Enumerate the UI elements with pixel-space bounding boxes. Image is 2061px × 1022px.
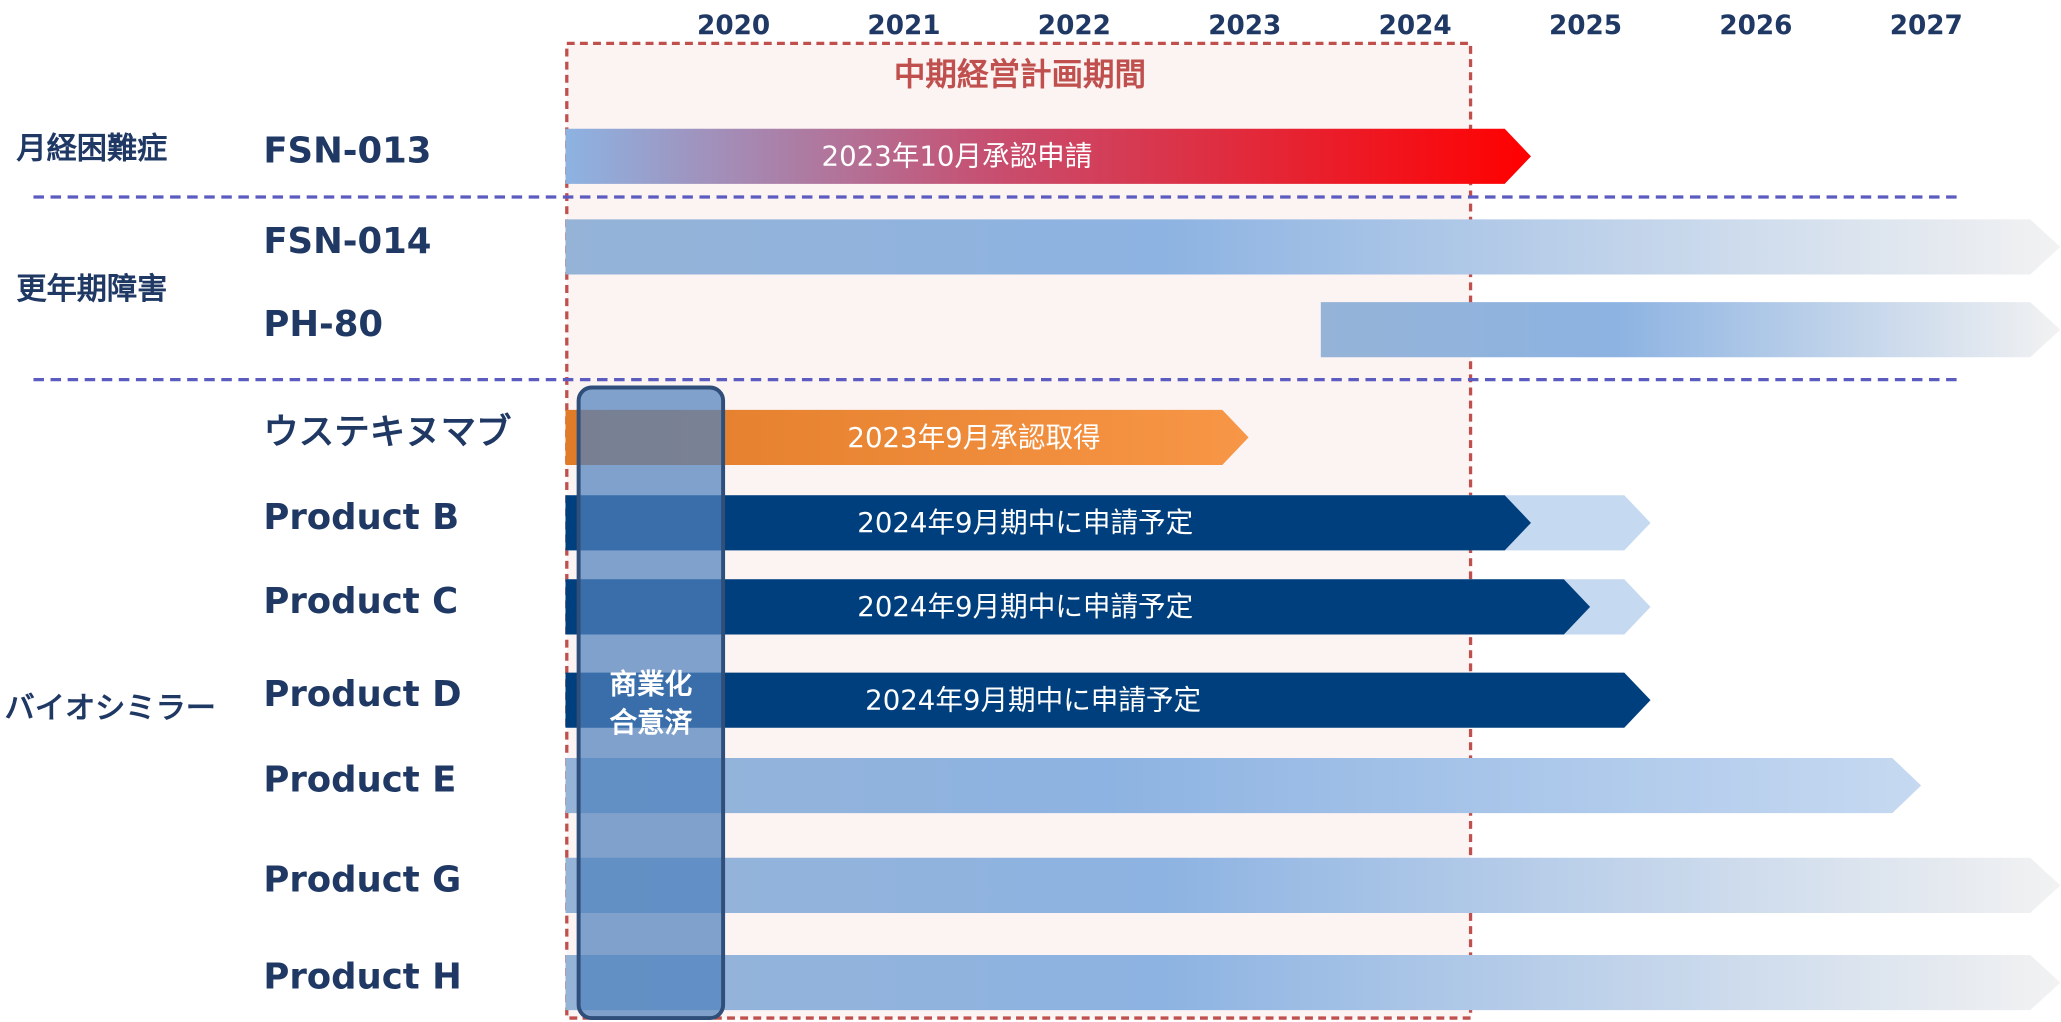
year-label: 2027 xyxy=(1890,11,1963,41)
period-label: 中期経営計画期間 xyxy=(894,56,1146,93)
year-label: 2020 xyxy=(697,11,770,41)
bar xyxy=(565,955,2061,1011)
group-label: 更年期障害 xyxy=(16,271,167,307)
group-label: バイオシミラー xyxy=(5,691,216,726)
group-label: 月経困難症 xyxy=(16,131,167,166)
bar-label: 2024年9月期中に申請予定 xyxy=(857,506,1193,539)
badge xyxy=(576,385,726,1021)
bar-label: 2023年10月承認申請 xyxy=(822,140,1093,173)
year-label: 2024 xyxy=(1379,11,1452,41)
product-label: Product E xyxy=(263,760,456,801)
bar xyxy=(565,757,1922,814)
bar-label: 2023年9月承認取得 xyxy=(847,421,1100,454)
product-label: Product C xyxy=(263,581,458,622)
badge-text: 商業化 xyxy=(609,668,692,701)
product-label: Product G xyxy=(263,859,461,900)
bar xyxy=(565,495,1531,551)
bar xyxy=(565,672,1651,728)
product-label: ウステキヌマブ xyxy=(263,411,512,452)
year-label: 2026 xyxy=(1719,11,1792,41)
product-label: Product D xyxy=(263,674,461,715)
badge-text: 合意済 xyxy=(609,706,692,739)
year-label: 2022 xyxy=(1038,11,1111,41)
bar xyxy=(565,579,1591,635)
product-label: FSN-014 xyxy=(263,221,431,262)
product-label: Product H xyxy=(263,957,461,998)
bar xyxy=(565,409,1249,466)
bar-label: 2024年9月期中に申請予定 xyxy=(857,590,1193,623)
product-label: Product B xyxy=(263,497,459,538)
bar xyxy=(565,219,2061,275)
bar xyxy=(565,128,1531,184)
bar-label: 2024年9月期中に申請予定 xyxy=(865,683,1201,716)
bar xyxy=(565,857,2061,913)
year-label: 2021 xyxy=(867,11,940,41)
year-label: 2023 xyxy=(1208,11,1281,41)
product-label: FSN-013 xyxy=(263,130,431,171)
bar xyxy=(1320,302,2061,358)
year-label: 2025 xyxy=(1549,11,1622,41)
product-label: PH-80 xyxy=(263,304,383,345)
